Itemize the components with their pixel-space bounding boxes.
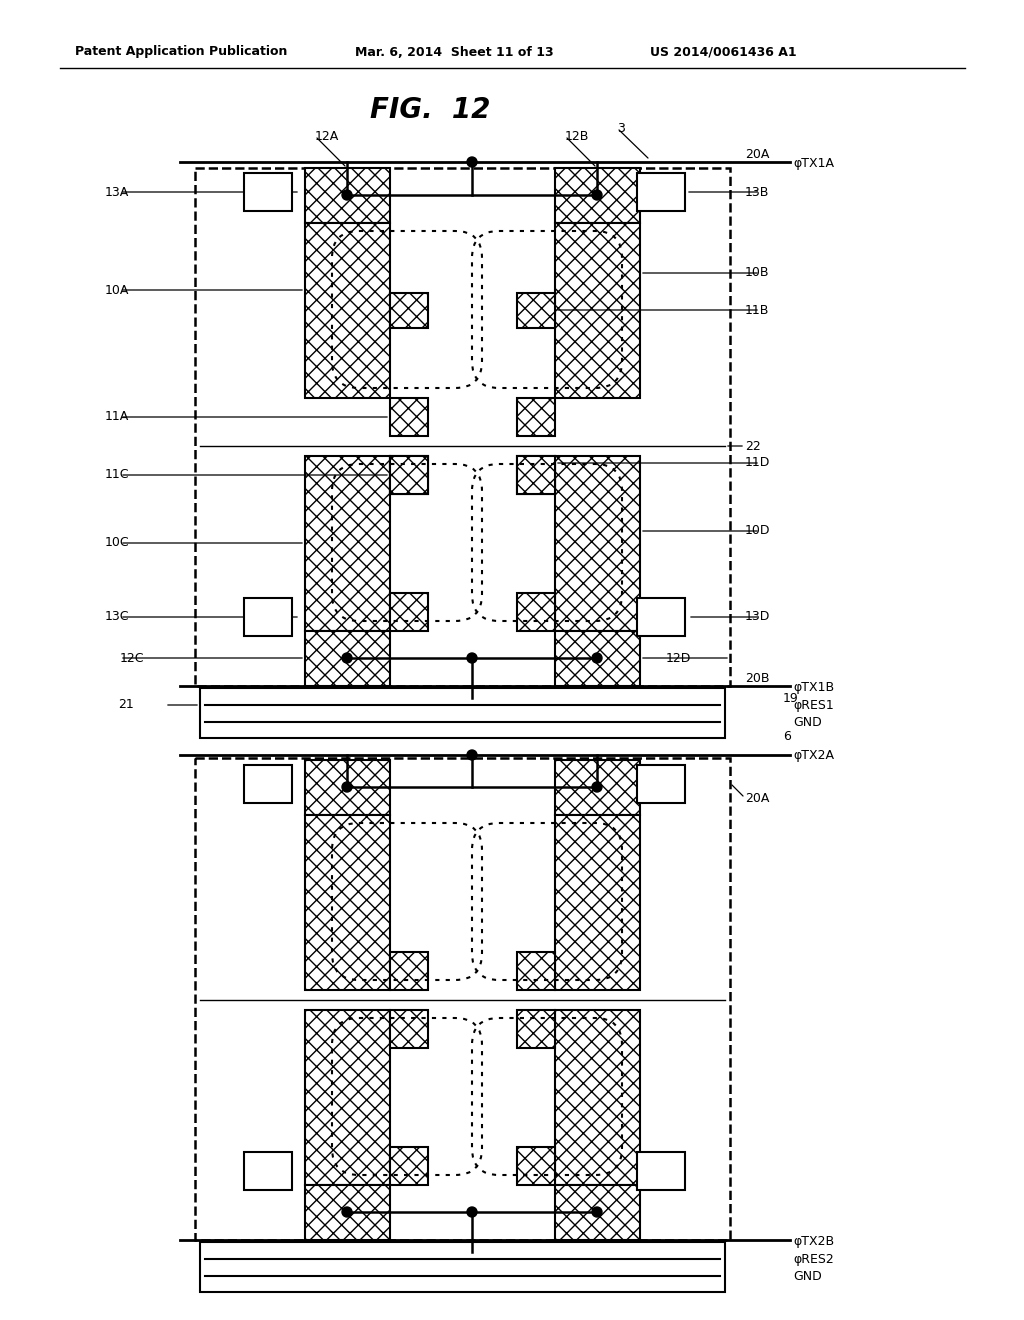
Circle shape <box>467 157 477 168</box>
Bar <box>244 766 292 803</box>
Text: 11B: 11B <box>745 304 769 317</box>
Bar <box>305 168 390 223</box>
Text: 6: 6 <box>783 730 791 742</box>
Bar <box>390 952 428 990</box>
Text: 13B: 13B <box>745 186 769 198</box>
Bar <box>305 455 390 631</box>
Bar <box>305 631 390 686</box>
Text: 19: 19 <box>783 692 799 705</box>
Text: φTX2B: φTX2B <box>793 1234 835 1247</box>
Bar <box>637 766 685 803</box>
Bar <box>637 173 685 211</box>
Text: 12C: 12C <box>120 652 144 664</box>
Text: 11C: 11C <box>105 469 129 482</box>
Bar <box>517 399 555 436</box>
Text: Patent Application Publication: Patent Application Publication <box>75 45 288 58</box>
Text: 13C: 13C <box>105 610 129 623</box>
Text: 10C: 10C <box>105 536 130 549</box>
Text: φTX1A: φTX1A <box>793 157 834 169</box>
Bar <box>305 1010 390 1185</box>
Bar <box>555 814 640 990</box>
Bar <box>517 1010 555 1048</box>
Circle shape <box>342 1206 352 1217</box>
Bar <box>555 168 640 223</box>
Text: 12D: 12D <box>666 652 691 664</box>
Bar <box>555 631 640 686</box>
Circle shape <box>342 190 352 201</box>
Text: φRES1: φRES1 <box>793 698 834 711</box>
Text: φRES2: φRES2 <box>793 1253 834 1266</box>
Text: 12B: 12B <box>565 129 590 143</box>
Text: 10B: 10B <box>745 267 769 280</box>
Text: 20A: 20A <box>745 148 769 161</box>
Bar <box>390 455 428 494</box>
Text: 13D: 13D <box>745 610 770 623</box>
Bar <box>517 952 555 990</box>
Bar <box>390 1010 428 1048</box>
Circle shape <box>592 781 602 792</box>
Bar <box>200 688 725 738</box>
Bar <box>517 593 555 631</box>
Bar <box>555 1010 640 1185</box>
Bar <box>305 223 390 399</box>
Bar <box>637 1152 685 1191</box>
Circle shape <box>467 1206 477 1217</box>
Bar <box>637 598 685 636</box>
Circle shape <box>342 781 352 792</box>
Bar <box>555 455 640 631</box>
Bar <box>244 173 292 211</box>
Text: US 2014/0061436 A1: US 2014/0061436 A1 <box>650 45 797 58</box>
Text: Mar. 6, 2014  Sheet 11 of 13: Mar. 6, 2014 Sheet 11 of 13 <box>355 45 554 58</box>
Bar <box>517 455 555 494</box>
Bar <box>390 593 428 631</box>
Bar <box>390 455 428 494</box>
Bar <box>244 1152 292 1191</box>
Text: GND: GND <box>793 715 821 729</box>
Text: 20A: 20A <box>745 792 769 804</box>
Bar <box>517 1147 555 1185</box>
Text: 13A: 13A <box>105 186 129 198</box>
Bar <box>195 168 730 686</box>
Text: φTX2A: φTX2A <box>793 750 834 763</box>
Text: φTX1B: φTX1B <box>793 681 835 693</box>
Bar <box>200 1242 725 1292</box>
Text: 11A: 11A <box>105 411 129 424</box>
Circle shape <box>592 653 602 663</box>
Text: 10D: 10D <box>745 524 770 537</box>
Bar <box>195 758 730 1239</box>
Bar <box>555 223 640 399</box>
Circle shape <box>592 190 602 201</box>
Text: GND: GND <box>793 1270 821 1283</box>
Circle shape <box>342 653 352 663</box>
Bar <box>555 760 640 814</box>
Circle shape <box>467 750 477 760</box>
Bar <box>517 293 555 327</box>
Text: 20B: 20B <box>745 672 769 685</box>
Bar <box>390 399 428 436</box>
Text: 22: 22 <box>745 440 761 453</box>
Bar <box>390 293 428 327</box>
Circle shape <box>592 1206 602 1217</box>
Text: 11D: 11D <box>745 457 770 470</box>
Text: 10A: 10A <box>105 284 129 297</box>
Bar <box>244 598 292 636</box>
Bar <box>517 455 555 494</box>
Bar <box>305 1185 390 1239</box>
Text: 12A: 12A <box>315 129 339 143</box>
Circle shape <box>467 653 477 663</box>
Text: 21: 21 <box>118 698 134 711</box>
Bar <box>555 1185 640 1239</box>
Bar <box>390 1147 428 1185</box>
Text: 3: 3 <box>617 121 625 135</box>
Bar <box>305 760 390 814</box>
Bar <box>305 814 390 990</box>
Text: FIG.  12: FIG. 12 <box>370 96 490 124</box>
